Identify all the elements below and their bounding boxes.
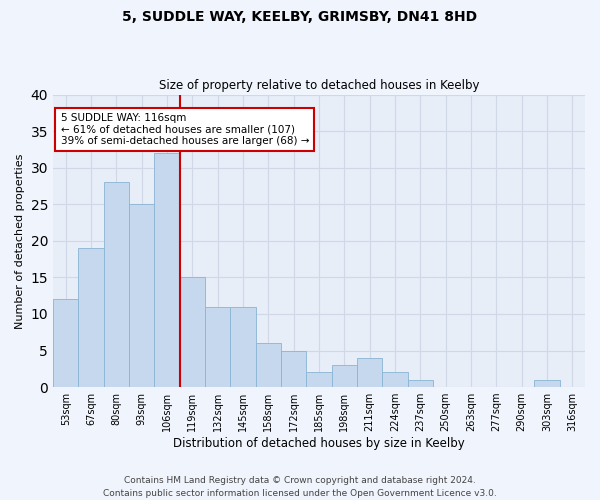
- Title: Size of property relative to detached houses in Keelby: Size of property relative to detached ho…: [159, 79, 479, 92]
- Bar: [230, 306, 256, 387]
- Bar: [104, 182, 129, 387]
- Text: 5 SUDDLE WAY: 116sqm
← 61% of detached houses are smaller (107)
39% of semi-deta: 5 SUDDLE WAY: 116sqm ← 61% of detached h…: [61, 113, 309, 146]
- Text: Contains HM Land Registry data © Crown copyright and database right 2024.
Contai: Contains HM Land Registry data © Crown c…: [103, 476, 497, 498]
- Text: 5, SUDDLE WAY, KEELBY, GRIMSBY, DN41 8HD: 5, SUDDLE WAY, KEELBY, GRIMSBY, DN41 8HD: [122, 10, 478, 24]
- Bar: [332, 365, 357, 387]
- Bar: [129, 204, 154, 387]
- Bar: [281, 350, 307, 387]
- X-axis label: Distribution of detached houses by size in Keelby: Distribution of detached houses by size …: [173, 437, 465, 450]
- Bar: [53, 300, 79, 387]
- Bar: [357, 358, 382, 387]
- Bar: [79, 248, 104, 387]
- Bar: [179, 278, 205, 387]
- Bar: [307, 372, 332, 387]
- Bar: [205, 306, 230, 387]
- Y-axis label: Number of detached properties: Number of detached properties: [15, 153, 25, 328]
- Bar: [256, 343, 281, 387]
- Bar: [535, 380, 560, 387]
- Bar: [382, 372, 407, 387]
- Bar: [407, 380, 433, 387]
- Bar: [154, 153, 179, 387]
